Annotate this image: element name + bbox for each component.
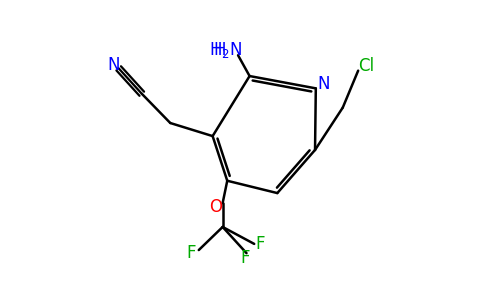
Text: F: F bbox=[256, 235, 265, 253]
Text: O: O bbox=[209, 198, 222, 216]
Text: N: N bbox=[107, 56, 120, 74]
Text: F: F bbox=[240, 249, 250, 267]
Text: H: H bbox=[213, 41, 226, 59]
Text: Cl: Cl bbox=[359, 57, 375, 75]
Text: F: F bbox=[186, 244, 196, 262]
Text: $\mathregular{H_2N}$: $\mathregular{H_2N}$ bbox=[209, 40, 242, 60]
Text: N: N bbox=[317, 75, 330, 93]
